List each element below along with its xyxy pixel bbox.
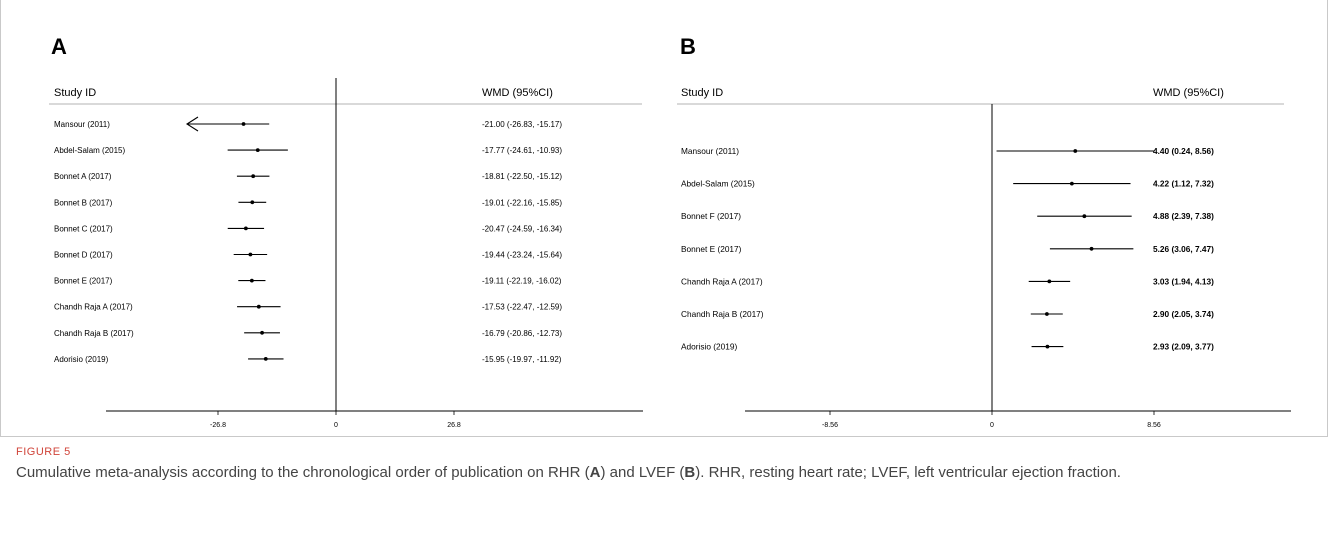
panel-b-effect-text: 4.40 (0.24, 8.56) <box>1153 146 1214 156</box>
panel-a-point-estimate <box>248 252 253 257</box>
panel-b-point-estimate <box>1073 149 1078 153</box>
panel-b-study-label: Bonnet F (2017) <box>681 211 741 221</box>
panel-b-point-estimate <box>1082 214 1087 219</box>
panel-b-point-estimate <box>1069 181 1074 186</box>
figure-frame: A Study ID WMD (95%CI) -26.8 0 26.8 Mansour (2… <box>0 0 1328 437</box>
panel-a-point-estimate <box>251 174 256 179</box>
panel-a-effect-text: -17.77 (-24.61, -10.93) <box>482 146 562 155</box>
panel-a-point-estimate <box>255 148 260 153</box>
panel-b-study-label: Chandh Raja B (2017) <box>681 309 764 319</box>
caption-part-0: Cumulative meta-analysis according to th… <box>16 464 590 481</box>
panel-b-tick-label-0: -8.56 <box>822 422 838 429</box>
figure-label: FIGURE 5 <box>16 446 71 458</box>
panel-a-point-estimate <box>243 226 248 231</box>
panel-b-effect-text: 2.90 (2.05, 3.74) <box>1153 309 1214 319</box>
panel-a-study-header: Study ID <box>54 87 96 99</box>
panel-a-study-label: Bonnet A (2017) <box>54 172 112 181</box>
panel-a-point-estimate <box>249 278 254 283</box>
panel-a-point-estimate <box>250 200 255 205</box>
panel-a-point-estimate <box>263 357 268 361</box>
panel-b-effect-text: 2.93 (2.09, 3.77) <box>1153 342 1214 352</box>
panel-a-study-label: Chandh Raja A (2017) <box>54 303 133 312</box>
panel-a-study-label: Mansour (2011) <box>54 120 110 129</box>
panel-b-study-label: Mansour (2011) <box>681 146 739 156</box>
panel-a-letter: A <box>51 34 67 59</box>
panel-a-effect-text: -17.53 (-22.47, -12.59) <box>482 303 562 312</box>
panel-b-tick-label-1: 0 <box>990 422 994 429</box>
panel-b-effect-text: 5.26 (3.06, 7.47) <box>1153 244 1214 254</box>
figure-caption: FIGURE 5 Cumulative meta-analysis accord… <box>16 446 1312 483</box>
panel-a-effect-text: -19.01 (-22.16, -15.85) <box>482 198 562 207</box>
panel-a-effect-text: -15.95 (-19.97, -11.92) <box>482 355 562 364</box>
panel-a-effect-text: -21.00 (-26.83, -15.17) <box>482 120 562 129</box>
panel-b-point-estimate <box>1044 312 1049 316</box>
panel-a-study-label: Adorisio (2019) <box>54 355 109 364</box>
panel-b-effect-header: WMD (95%CI) <box>1153 87 1224 99</box>
panel-a-study-label: Bonnet E (2017) <box>54 277 113 286</box>
caption-part-4: ). RHR, resting heart rate; LVEF, left v… <box>695 464 1121 481</box>
panel-a-point-estimate <box>256 304 261 309</box>
panel-a-study-label: Bonnet C (2017) <box>54 224 113 233</box>
panel-b-effect-text: 4.88 (2.39, 7.38) <box>1153 211 1214 221</box>
panel-a-point-estimate <box>260 330 264 335</box>
panel-b-effect-text: 3.03 (1.94, 4.13) <box>1153 276 1214 286</box>
panel-a-study-label: Bonnet B (2017) <box>54 198 113 207</box>
panel-b-study-label: Bonnet E (2017) <box>681 244 742 254</box>
caption-part-2: ) and LVEF ( <box>600 464 685 481</box>
panel-a-effect-text: -18.81 (-22.50, -15.12) <box>482 172 562 181</box>
panel-b-study-label: Abdel-Salam (2015) <box>681 179 755 189</box>
caption-part-3: B <box>684 464 696 481</box>
panel-b-tick-label-2: 8.56 <box>1147 422 1161 429</box>
panel-a-effect-text: -20.47 (-24.59, -16.34) <box>482 224 562 233</box>
panel-b-point-estimate <box>1089 246 1094 251</box>
panel-a-ci-arrow <box>185 116 199 132</box>
panel-a-tick-label-2: 26.8 <box>447 422 461 429</box>
caption-part-1: A <box>589 464 601 481</box>
panel-a-effect-text: -16.79 (-20.86, -12.73) <box>482 329 562 338</box>
panel-b-letter: B <box>680 34 696 59</box>
figure-caption-text: Cumulative meta-analysis according to th… <box>16 462 1312 483</box>
forest-plot-figure: A Study ID WMD (95%CI) -26.8 0 26.8 Mansour (2… <box>49 34 1291 429</box>
panel-a-tick-label-1: 0 <box>334 422 338 429</box>
panel-a-effect-text: -19.44 (-23.24, -15.64) <box>482 251 562 260</box>
panel-a-study-label: Abdel-Salam (2015) <box>54 146 125 155</box>
panel-b-study-label: Adorisio (2019) <box>681 342 738 352</box>
panel-b-effect-text: 4.22 (1.12, 7.32) <box>1153 179 1214 189</box>
panel-b-study-header: Study ID <box>681 87 723 99</box>
panel-a-effect-text: -19.11 (-22.19, -16.02) <box>482 277 562 286</box>
panel-b-point-estimate <box>1045 344 1050 349</box>
panel-a-study-label: Chandh Raja B (2017) <box>54 329 134 338</box>
panel-b-study-label: Chandh Raja A (2017) <box>681 276 763 286</box>
panel-a-effect-header: WMD (95%CI) <box>482 87 553 99</box>
panel-a-point-estimate <box>241 122 246 126</box>
panel-a-tick-label-0: -26.8 <box>210 422 226 429</box>
panel-b-point-estimate <box>1047 279 1052 284</box>
panel-a-study-label: Bonnet D (2017) <box>54 251 113 260</box>
